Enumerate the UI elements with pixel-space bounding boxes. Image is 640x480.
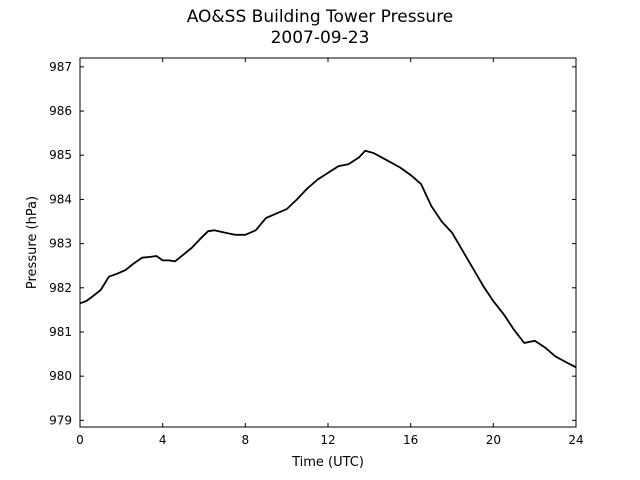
y-tick-label: 981: [49, 325, 72, 339]
x-axis-label: Time (UTC): [291, 455, 364, 470]
y-axis-label: Pressure (hPa): [25, 196, 40, 289]
y-tick-label: 986: [49, 104, 72, 118]
y-tick-label: 979: [49, 413, 72, 427]
chart-title: AO&SS Building Tower Pressure: [186, 7, 454, 27]
x-tick-label: 4: [159, 433, 167, 447]
y-tick-label: 980: [49, 369, 72, 383]
y-tick-label: 982: [49, 281, 72, 295]
x-tick-label: 16: [403, 433, 418, 447]
chart-subtitle: 2007-09-23: [270, 28, 370, 48]
x-tick-label: 20: [486, 433, 501, 447]
y-tick-label: 987: [49, 60, 72, 74]
x-tick-label: 8: [242, 433, 250, 447]
y-tick-label: 984: [49, 192, 72, 206]
x-tick-label: 12: [320, 433, 335, 447]
y-tick-label: 983: [49, 237, 72, 251]
plot-frame: [79, 57, 577, 428]
x-tick-label: 24: [568, 433, 583, 447]
pressure-series-line: [79, 149, 577, 369]
x-tick-label: 0: [76, 433, 84, 447]
y-tick-label: 985: [49, 148, 72, 162]
